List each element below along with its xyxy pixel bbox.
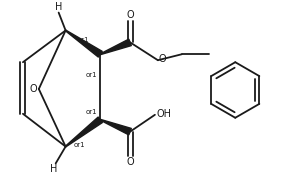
Text: or1: or1 (74, 142, 85, 148)
Text: O: O (159, 54, 166, 64)
Polygon shape (100, 39, 131, 55)
Polygon shape (65, 30, 102, 57)
Text: OH: OH (157, 109, 172, 119)
Text: or1: or1 (78, 37, 89, 43)
Text: or1: or1 (86, 72, 97, 78)
Text: H: H (50, 164, 57, 174)
Text: or1: or1 (86, 109, 97, 115)
Text: H: H (55, 2, 62, 12)
Polygon shape (65, 117, 102, 147)
Text: O: O (29, 84, 37, 94)
Text: O: O (126, 10, 134, 20)
Text: O: O (126, 158, 134, 167)
Polygon shape (100, 119, 131, 135)
